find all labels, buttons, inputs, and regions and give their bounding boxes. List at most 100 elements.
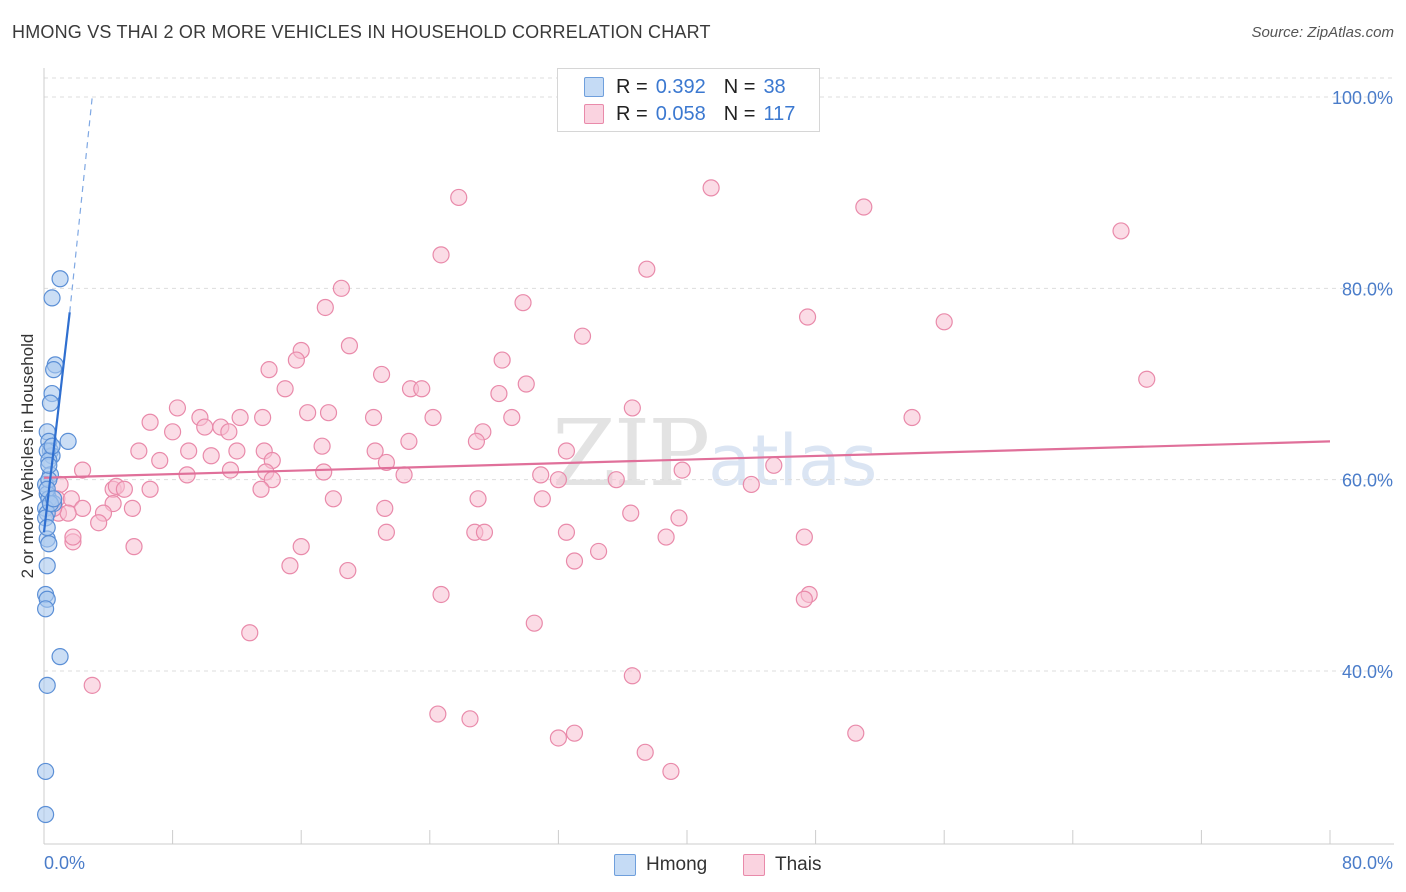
thai-point — [493, 351, 511, 369]
thai-point — [125, 538, 143, 556]
axes — [43, 68, 1394, 845]
thai-point — [241, 624, 259, 642]
thai-point — [168, 399, 187, 417]
thai-point — [141, 480, 159, 498]
thai-point — [565, 552, 584, 570]
thai-point — [565, 724, 584, 742]
thai-point — [252, 480, 270, 498]
legend-row-hmong: R = 0.392 N = 38 — [584, 75, 786, 99]
thai-point — [287, 351, 305, 369]
thai-point — [141, 413, 159, 431]
thai-point — [607, 471, 625, 489]
thai-point — [670, 509, 688, 527]
legend-item-thais[interactable]: Thais — [743, 853, 821, 877]
thai-n-value: 117 — [763, 102, 796, 125]
hmong-r-label: R = — [616, 75, 648, 98]
legend-row-thai: R = 0.058 N = 117 — [584, 102, 795, 126]
thai-point — [765, 456, 783, 474]
hmong-point — [43, 437, 61, 455]
thai-point — [1112, 222, 1130, 240]
thai-point — [202, 447, 220, 465]
thai-point — [151, 451, 169, 470]
thai-point — [662, 762, 680, 781]
thai-point — [59, 504, 77, 522]
thai-point — [638, 260, 656, 278]
thai-point — [622, 504, 640, 522]
thai-point — [798, 308, 817, 326]
x-tick-label: 0.0% — [44, 853, 85, 873]
hmong-swatch — [584, 77, 604, 97]
thai-point — [292, 538, 310, 556]
thai-point — [490, 384, 508, 403]
hmong-n-value: 38 — [763, 75, 786, 98]
thai-r-label: R = — [616, 102, 648, 125]
hmong-point — [40, 535, 58, 553]
thai-point — [432, 246, 450, 264]
y-tick-label: 40.0% — [1342, 662, 1393, 682]
thai-point — [313, 437, 331, 455]
thai-point — [254, 408, 272, 427]
watermark-atlas: atlas — [708, 420, 878, 502]
thai-point — [196, 418, 214, 436]
thai-point — [469, 490, 487, 508]
hmong-point — [41, 394, 60, 412]
thai-swatch — [584, 104, 604, 124]
thai-point — [557, 523, 576, 541]
thai-r-value: 0.058 — [655, 102, 706, 125]
thai-points — [45, 179, 1156, 781]
thai-point — [847, 724, 865, 742]
hmong-legend-swatch — [614, 854, 636, 876]
thai-point — [1138, 370, 1156, 388]
hmong-trend-line — [42, 312, 71, 533]
y-tick-label: 100.0% — [1332, 88, 1393, 108]
hmong-legend-label: Hmong — [646, 854, 708, 875]
y-tick-label: 60.0% — [1342, 471, 1393, 491]
thai-point — [855, 198, 873, 216]
thai-point — [702, 179, 720, 197]
hmong-point — [40, 456, 58, 474]
thai-point — [623, 667, 641, 685]
hmong-point — [51, 270, 69, 288]
thai-point — [533, 490, 551, 508]
y-tick-label: 80.0% — [1342, 279, 1393, 299]
hmong-point — [37, 805, 55, 824]
thai-point — [413, 380, 431, 398]
thai-legend-swatch — [743, 854, 765, 876]
thai-point — [424, 408, 442, 427]
thai-point — [636, 743, 654, 761]
thai-n-label: N = — [723, 102, 756, 125]
hmong-point — [38, 518, 56, 537]
thai-point — [73, 499, 92, 517]
thai-point — [73, 461, 92, 479]
thai-point — [795, 528, 813, 546]
hmong-n-label: N = — [723, 75, 756, 98]
hmong-r-value: 0.392 — [655, 75, 706, 98]
trend-lines — [42, 96, 1331, 533]
hmong-point — [45, 490, 63, 508]
legend-item-hmong[interactable]: Hmong — [614, 853, 707, 877]
thai-point — [432, 585, 450, 604]
hmong-point — [45, 361, 63, 379]
thai-point — [429, 705, 447, 723]
hmong-point — [37, 762, 55, 781]
thai-point — [503, 408, 521, 427]
thai-point — [450, 188, 468, 207]
watermark-zip: ZIP — [552, 400, 710, 507]
thai-point — [589, 542, 608, 561]
thai-point — [220, 423, 238, 441]
thai-point — [400, 432, 418, 450]
thai-point — [164, 423, 182, 441]
thai-point — [130, 442, 148, 460]
thai-point — [332, 279, 350, 297]
thai-point — [260, 361, 278, 379]
thai-point — [372, 365, 391, 384]
chart-title: HMONG VS THAI 2 OR MORE VEHICLES IN HOUS… — [12, 22, 711, 42]
thai-point — [903, 408, 921, 427]
thai-point — [83, 676, 101, 694]
thai-point — [123, 499, 142, 517]
thai-point — [364, 408, 383, 427]
thai-point — [316, 298, 334, 317]
thai-legend-label: Thais — [775, 854, 822, 875]
thai-point — [231, 408, 249, 427]
